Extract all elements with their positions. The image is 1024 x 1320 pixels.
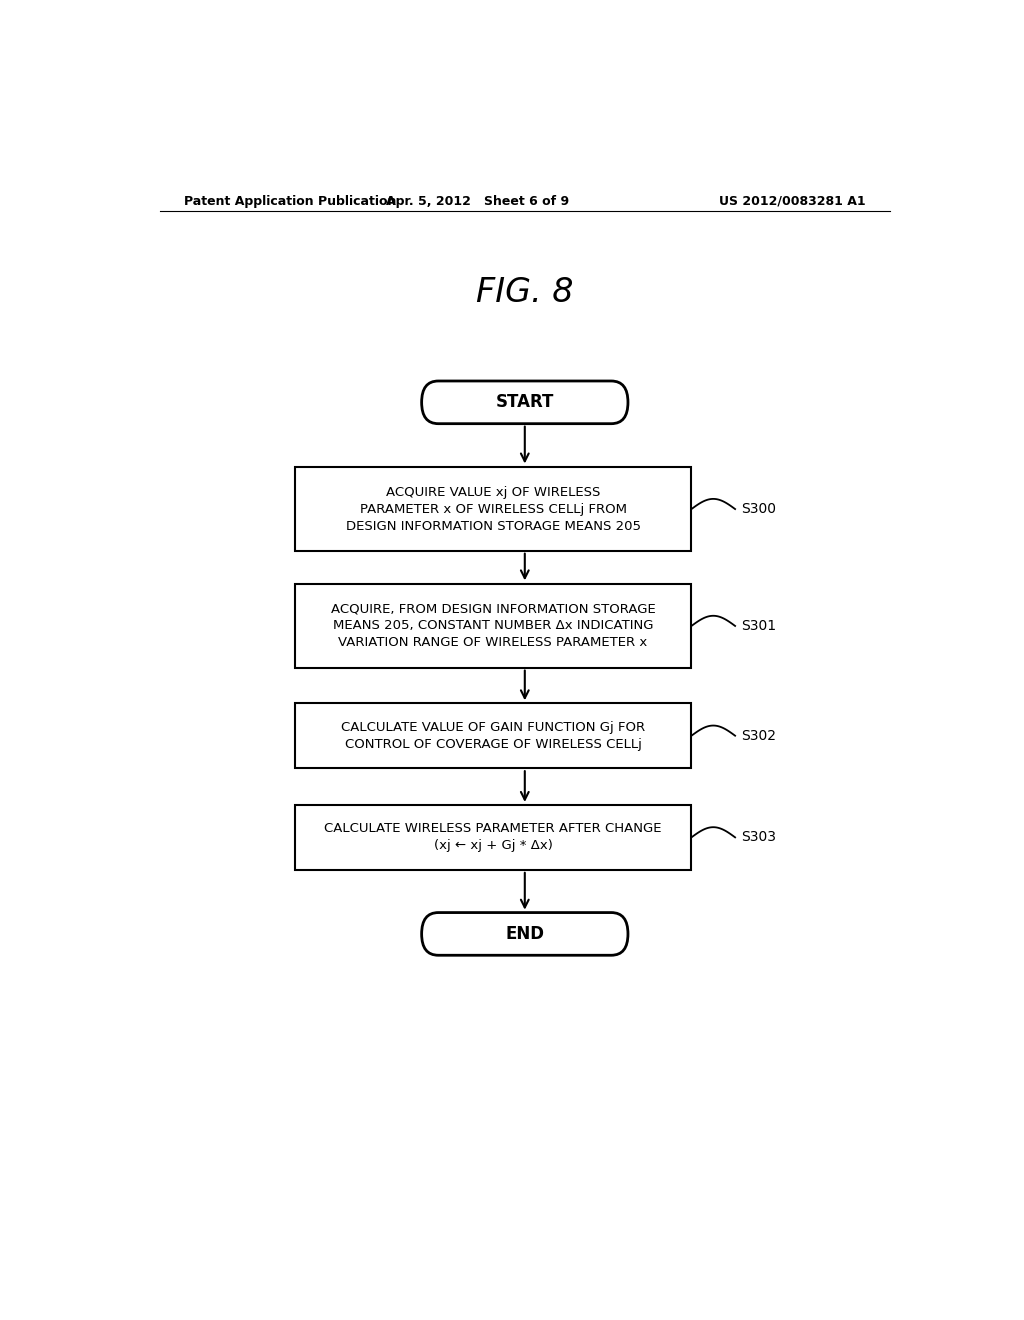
Text: S303: S303 bbox=[741, 830, 776, 845]
Text: S300: S300 bbox=[741, 502, 776, 516]
Text: S302: S302 bbox=[741, 729, 776, 743]
Text: CALCULATE VALUE OF GAIN FUNCTION Gj FOR
CONTROL OF COVERAGE OF WIRELESS CELLj: CALCULATE VALUE OF GAIN FUNCTION Gj FOR … bbox=[341, 721, 645, 751]
FancyBboxPatch shape bbox=[422, 912, 628, 956]
Text: ACQUIRE, FROM DESIGN INFORMATION STORAGE
MEANS 205, CONSTANT NUMBER Δx INDICATIN: ACQUIRE, FROM DESIGN INFORMATION STORAGE… bbox=[331, 602, 655, 649]
Text: FIG. 8: FIG. 8 bbox=[476, 276, 573, 309]
Text: Patent Application Publication: Patent Application Publication bbox=[183, 194, 396, 207]
FancyBboxPatch shape bbox=[295, 585, 691, 668]
Text: ACQUIRE VALUE xj OF WIRELESS
PARAMETER x OF WIRELESS CELLj FROM
DESIGN INFORMATI: ACQUIRE VALUE xj OF WIRELESS PARAMETER x… bbox=[345, 486, 641, 532]
Text: S301: S301 bbox=[741, 619, 776, 634]
Text: END: END bbox=[505, 925, 545, 942]
Text: Apr. 5, 2012   Sheet 6 of 9: Apr. 5, 2012 Sheet 6 of 9 bbox=[386, 194, 568, 207]
FancyBboxPatch shape bbox=[295, 805, 691, 870]
Text: CALCULATE WIRELESS PARAMETER AFTER CHANGE
(xj ← xj + Gj * Δx): CALCULATE WIRELESS PARAMETER AFTER CHANG… bbox=[325, 822, 662, 853]
Text: START: START bbox=[496, 393, 554, 412]
FancyBboxPatch shape bbox=[295, 467, 691, 550]
FancyBboxPatch shape bbox=[422, 381, 628, 424]
FancyBboxPatch shape bbox=[295, 704, 691, 768]
Text: US 2012/0083281 A1: US 2012/0083281 A1 bbox=[720, 194, 866, 207]
